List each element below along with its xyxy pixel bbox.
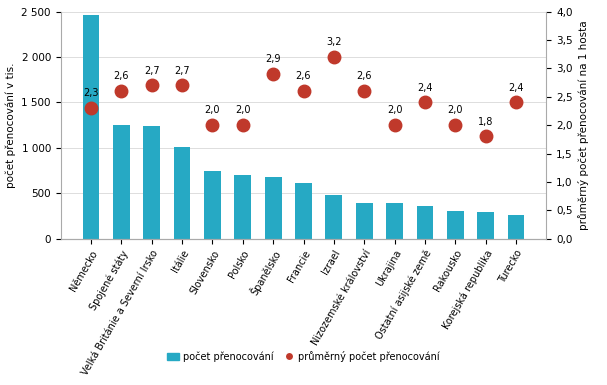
Bar <box>416 206 433 239</box>
Text: 2,3: 2,3 <box>83 89 99 98</box>
Text: 2,9: 2,9 <box>265 54 281 64</box>
Y-axis label: průměrný počet přenocování na 1 hosta: průměrný počet přenocování na 1 hosta <box>578 20 589 230</box>
Bar <box>83 15 100 239</box>
průměrný počet přenocování <box>361 89 368 94</box>
Text: 2,0: 2,0 <box>447 105 463 116</box>
průměrný počet přenocování <box>148 83 155 88</box>
průměrný počet přenocování <box>452 123 459 127</box>
průměrný počet přenocování <box>512 100 520 105</box>
Text: 2,6: 2,6 <box>114 71 129 81</box>
Text: 2,4: 2,4 <box>417 83 433 93</box>
průměrný počet přenocování <box>178 83 186 88</box>
průměrný počet přenocování <box>118 89 125 94</box>
Bar <box>174 147 191 239</box>
Text: 2,0: 2,0 <box>387 105 402 116</box>
Legend: počet přenocování, průměrný počet přenocování: počet přenocování, průměrný počet přenoc… <box>163 347 444 366</box>
průměrný počet přenocování <box>209 123 216 127</box>
průměrný počet přenocování <box>300 89 307 94</box>
průměrný počet přenocování <box>482 134 489 139</box>
Bar <box>386 203 403 239</box>
Text: 3,2: 3,2 <box>326 37 342 47</box>
Y-axis label: počet přenocování v tis.: počet přenocování v tis. <box>5 62 16 188</box>
Bar <box>325 195 342 239</box>
průměrný počet přenocování <box>330 55 337 59</box>
Bar <box>234 175 251 239</box>
Text: 2,7: 2,7 <box>174 66 190 75</box>
Bar <box>265 177 282 239</box>
Text: 2,0: 2,0 <box>235 105 251 116</box>
průměrný počet přenocování <box>239 123 246 127</box>
Text: 2,0: 2,0 <box>205 105 220 116</box>
Bar <box>113 125 130 239</box>
průměrný počet přenocování <box>87 106 95 110</box>
Bar <box>356 203 373 239</box>
Line: průměrný počet přenocování: průměrný počet přenocování <box>85 51 522 143</box>
Bar <box>204 171 221 239</box>
průměrný počet přenocování <box>391 123 398 127</box>
Text: 2,6: 2,6 <box>296 71 311 81</box>
Bar <box>295 183 312 239</box>
Bar <box>447 211 464 239</box>
Bar <box>477 212 494 239</box>
Text: 2,7: 2,7 <box>144 66 160 75</box>
Text: 1,8: 1,8 <box>478 117 493 127</box>
Bar <box>143 126 160 239</box>
Text: 2,6: 2,6 <box>356 71 372 81</box>
Text: 2,4: 2,4 <box>508 83 524 93</box>
Bar <box>507 214 524 239</box>
průměrný počet přenocování <box>421 100 429 105</box>
průměrný počet přenocování <box>270 72 277 76</box>
